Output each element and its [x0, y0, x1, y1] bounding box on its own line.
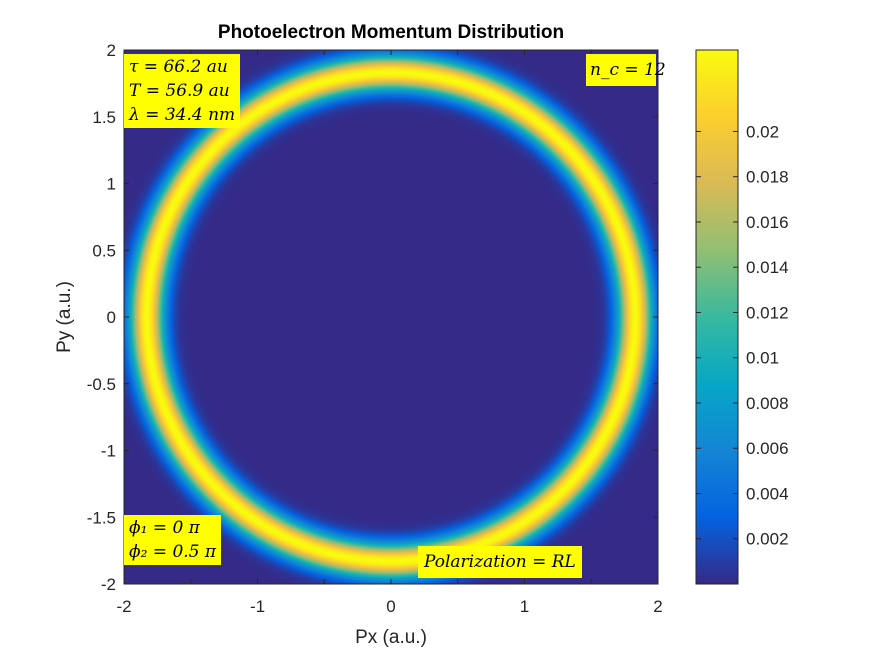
colorbar: 0.002 0.004 0.006 0.008 0.01 0.012 0.014 0.016 0… — [695, 49, 789, 585]
x-axis-ticks: -2 -1 0 1 2 — [116, 50, 663, 616]
y-tick-label: -2 — [101, 575, 116, 594]
y-tick-label: -1 — [101, 442, 116, 461]
y-tick-label: -1.5 — [87, 508, 116, 527]
x-tick-label: -1 — [250, 597, 265, 616]
colorbar-tick-label: 0.002 — [746, 530, 789, 549]
y-tick-label: 1 — [107, 175, 116, 194]
colorbar-gradient — [695, 49, 739, 585]
y-tick-label: 1.5 — [92, 108, 116, 127]
polarization-label: Polarization = RL — [424, 552, 576, 572]
colorbar-tick-label: 0.01 — [746, 349, 779, 368]
x-tick-label: 2 — [653, 597, 662, 616]
x-tick-label: -2 — [116, 597, 131, 616]
parameters-annotation: τ = 66.2 au T = 56.9 au λ = 34.4 nm — [124, 54, 241, 128]
nc-annotation: n_c = 12 — [586, 54, 666, 86]
nc-label: n_c = 12 — [590, 60, 666, 80]
colorbar-ticks: 0.002 0.004 0.006 0.008 0.01 0.012 0.014 0.016 0… — [696, 122, 789, 549]
colorbar-tick-label: 0.018 — [746, 168, 789, 187]
phi1-label: ϕ₁ = 0 π — [129, 518, 200, 538]
x-tick-label: 0 — [386, 597, 395, 616]
colorbar-tick-label: 0.012 — [746, 303, 789, 322]
polarization-annotation: Polarization = RL — [418, 546, 582, 578]
colorbar-tick-label: 0.016 — [746, 213, 789, 232]
colorbar-tick-label: 0.02 — [746, 122, 779, 141]
y-tick-label: 0.5 — [92, 241, 116, 260]
y-tick-label: 0 — [107, 308, 116, 327]
heatmap-image — [124, 50, 658, 584]
phi2-label: ϕ₂ = 0.5 π — [129, 542, 217, 562]
x-axis-label: Px (a.u.) — [355, 627, 427, 648]
wavelength-label: λ = 34.4 nm — [129, 105, 236, 125]
colorbar-tick-label: 0.004 — [746, 484, 789, 503]
y-axis-ticks: -2 -1.5 -1 -0.5 0 0.5 1 1.5 2 — [87, 41, 658, 594]
x-tick-label: 1 — [520, 597, 529, 616]
phases-annotation: ϕ₁ = 0 π ϕ₂ = 0.5 π — [124, 515, 222, 565]
colorbar-tick-label: 0.014 — [746, 258, 789, 277]
colorbar-tick-label: 0.008 — [746, 394, 789, 413]
tau-label: τ = 66.2 au — [129, 57, 228, 77]
plot-area — [123, 49, 659, 585]
colorbar-tick-label: 0.006 — [746, 439, 789, 458]
y-axis-label: Py (a.u.) — [54, 281, 75, 353]
period-label: T = 56.9 au — [129, 81, 230, 101]
y-tick-label: 2 — [107, 41, 116, 60]
y-tick-label: -0.5 — [87, 375, 116, 394]
chart-title: Photoelectron Momentum Distribution — [218, 22, 564, 43]
